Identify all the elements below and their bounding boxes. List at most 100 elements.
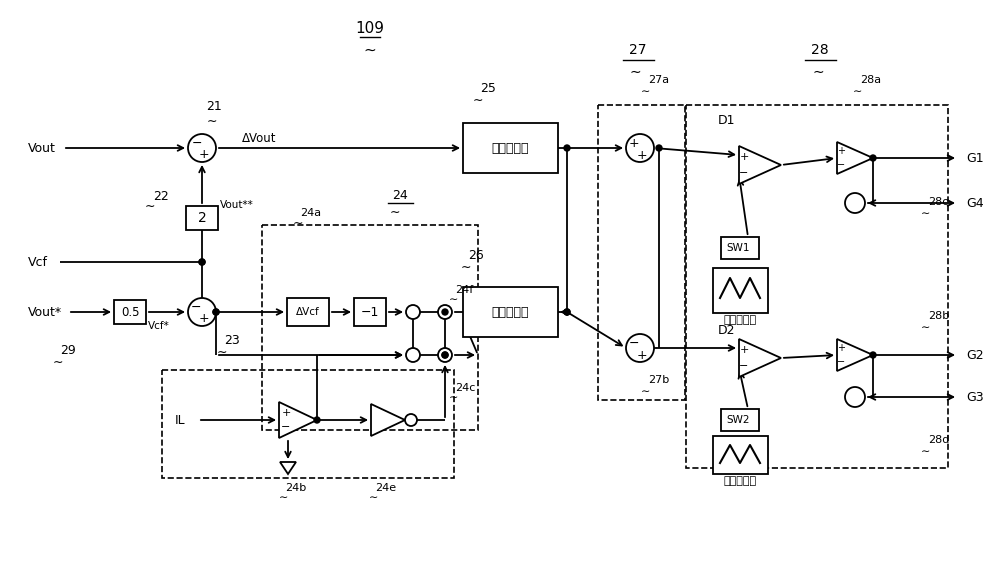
Bar: [114, 300, 146, 324]
Text: +: +: [739, 152, 749, 162]
Text: +: +: [637, 149, 647, 162]
Text: 27a: 27a: [648, 75, 669, 85]
Text: Vcf: Vcf: [28, 255, 48, 269]
Text: G1: G1: [966, 151, 984, 164]
Circle shape: [213, 309, 219, 315]
Polygon shape: [371, 404, 405, 436]
Text: 29: 29: [60, 343, 76, 356]
Bar: [598, 105, 685, 400]
Bar: [686, 105, 948, 468]
Circle shape: [564, 145, 570, 151]
Text: +: +: [637, 348, 647, 361]
Circle shape: [213, 309, 219, 315]
Circle shape: [199, 259, 205, 265]
Text: D1: D1: [718, 113, 736, 126]
Text: ∼: ∼: [364, 43, 376, 57]
Text: 28b: 28b: [928, 311, 949, 321]
Text: ∼: ∼: [812, 65, 824, 79]
Text: ∼: ∼: [641, 387, 651, 397]
Text: 24f: 24f: [455, 285, 473, 295]
Polygon shape: [837, 339, 873, 371]
Text: −: −: [629, 337, 639, 350]
Text: ∼: ∼: [448, 393, 458, 403]
Circle shape: [626, 334, 654, 362]
Text: ∼: ∼: [629, 65, 641, 79]
Text: G3: G3: [966, 390, 984, 403]
Circle shape: [314, 417, 320, 423]
Text: 28d: 28d: [928, 435, 949, 445]
Polygon shape: [739, 146, 781, 184]
Text: ∼: ∼: [921, 209, 931, 219]
Text: ∼: ∼: [473, 94, 483, 107]
Text: G4: G4: [966, 196, 984, 209]
Text: +: +: [199, 148, 209, 160]
Text: −: −: [837, 357, 845, 367]
Text: 22: 22: [153, 190, 169, 203]
Text: Vout**: Vout**: [220, 200, 254, 210]
Polygon shape: [837, 142, 873, 174]
Text: ∼: ∼: [293, 217, 303, 229]
Circle shape: [845, 193, 865, 213]
Bar: [162, 370, 454, 478]
Circle shape: [199, 259, 205, 265]
Text: ∼: ∼: [921, 323, 931, 333]
Text: 24b: 24b: [285, 483, 306, 493]
Text: 25: 25: [480, 81, 496, 94]
Bar: [262, 225, 478, 430]
Text: ∼: ∼: [53, 356, 63, 369]
Text: +: +: [629, 136, 639, 149]
Text: ∼: ∼: [368, 493, 378, 503]
Circle shape: [845, 387, 865, 407]
Circle shape: [564, 309, 570, 315]
Circle shape: [442, 309, 448, 315]
Text: ∼: ∼: [217, 346, 227, 358]
Bar: [721, 409, 759, 431]
Circle shape: [442, 352, 448, 358]
Text: 28c: 28c: [928, 197, 948, 207]
Circle shape: [406, 348, 420, 362]
Text: 第２控制器: 第２控制器: [491, 306, 529, 319]
Text: ∼: ∼: [853, 87, 863, 97]
Text: Vcf*: Vcf*: [148, 321, 170, 331]
Text: −: −: [192, 136, 202, 149]
Bar: [712, 436, 768, 474]
Bar: [354, 298, 386, 326]
Text: ∼: ∼: [390, 205, 400, 218]
Circle shape: [438, 348, 452, 362]
Bar: [287, 298, 329, 326]
Text: −: −: [739, 168, 749, 178]
Text: 24a: 24a: [300, 208, 321, 218]
Text: 27b: 27b: [648, 375, 669, 385]
Bar: [462, 123, 558, 173]
Text: 21: 21: [206, 99, 222, 113]
Circle shape: [656, 145, 662, 151]
Text: +: +: [739, 345, 749, 355]
Text: 28: 28: [811, 43, 829, 57]
Text: 28a: 28a: [860, 75, 881, 85]
Text: SW1: SW1: [726, 243, 750, 253]
Text: IL: IL: [175, 413, 186, 426]
Circle shape: [442, 352, 448, 358]
Text: ∼: ∼: [448, 295, 458, 305]
Text: 26: 26: [468, 249, 484, 261]
Text: 23: 23: [224, 333, 240, 347]
Text: ∼: ∼: [921, 447, 931, 457]
Text: ΔVcf: ΔVcf: [296, 307, 320, 317]
Text: SW2: SW2: [726, 415, 750, 425]
Text: G2: G2: [966, 348, 984, 361]
Circle shape: [870, 352, 876, 358]
Text: 2: 2: [198, 211, 206, 225]
Text: 24e: 24e: [375, 483, 396, 493]
Circle shape: [406, 305, 420, 319]
Text: +: +: [199, 311, 209, 324]
Text: +: +: [837, 343, 845, 353]
Text: ∼: ∼: [207, 114, 217, 127]
Bar: [462, 287, 558, 337]
Text: Vout*: Vout*: [28, 306, 62, 319]
Text: +: +: [837, 146, 845, 156]
Text: −: −: [281, 422, 291, 432]
Text: ∼: ∼: [641, 87, 651, 97]
Text: ∼: ∼: [278, 493, 288, 503]
Text: 第２三角波: 第２三角波: [723, 476, 757, 486]
Circle shape: [405, 414, 417, 426]
